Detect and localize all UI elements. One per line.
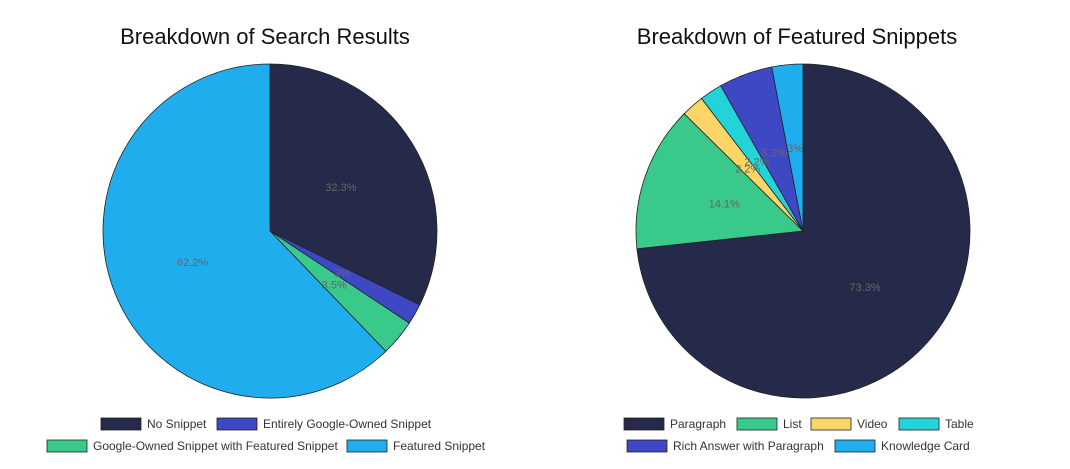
legend-item-rich-answer-with-paragraph: Rich Answer with Paragraph: [626, 439, 824, 453]
slice-label-no-snippet: 32.3%: [325, 182, 356, 194]
legend: Paragraph List Video Table Rich Answer with …: [623, 417, 974, 453]
legend-item-entirely-google-owned-snippet: Entirely Google-Owned Snippet: [216, 417, 432, 431]
legend-label: Paragraph: [670, 417, 726, 431]
slice-labels: 73.3% 14.1% 2.2%2.2%5.2% 3%: [709, 143, 881, 294]
legend-item-table: Table: [898, 417, 974, 431]
slice-label-google-owned-snippet-with-featured-snippet: 3.5%: [322, 279, 347, 291]
legend-item-featured-snippet: Featured Snippet: [346, 439, 486, 453]
legend-label: Video: [857, 417, 888, 431]
legend-label: Entirely Google-Owned Snippet: [263, 417, 432, 431]
legend-item-video: Video: [810, 417, 888, 431]
legend-item-google-owned-snippet-with-featured-snippet: Google-Owned Snippet with Featured Snipp…: [46, 439, 338, 453]
slice-label-table: 2.2%: [744, 156, 769, 168]
legend: No Snippet Entirely Google-Owned Snippet G…: [46, 417, 486, 453]
slice-label-entirely-google-owned-snippet: 2%: [334, 268, 350, 280]
legend-swatch: [810, 417, 852, 431]
legend-swatch: [100, 417, 142, 431]
chart-title: Breakdown of Search Results: [120, 24, 410, 49]
legend-swatch: [898, 417, 940, 431]
pie-slice-list: [635, 113, 804, 250]
slice-labels: 32.3% 2%3.5% 62.2%: [177, 182, 357, 292]
legend-label: Knowledge Card: [881, 439, 970, 453]
legend-label: Google-Owned Snippet with Featured Snipp…: [93, 439, 338, 453]
pie-slices: [635, 63, 971, 399]
legend-label: Table: [945, 417, 974, 431]
legend-label: Rich Answer with Paragraph: [673, 439, 824, 453]
slice-label-video: 2.2%: [735, 163, 760, 175]
legend-item-paragraph: Paragraph: [623, 417, 726, 431]
legend-label: No Snippet: [147, 417, 207, 431]
slice-label-list: 14.1%: [709, 199, 740, 211]
legend-swatch: [46, 439, 88, 453]
legend-label: Featured Snippet: [393, 439, 486, 453]
legend-label: List: [783, 417, 802, 431]
slice-label-rich-answer-with-paragraph: 5.2%: [762, 148, 787, 160]
pie-slice-knowledge-card: [771, 63, 804, 232]
pie-slices: [102, 63, 438, 399]
pie-slice-no-snippet: [269, 63, 438, 306]
pie-slice-featured-snippet: [102, 63, 387, 399]
legend-swatch: [623, 417, 665, 431]
legend-swatch: [834, 439, 876, 453]
legend-swatch: [346, 439, 388, 453]
search-results-pie-chart: Breakdown of Search Results 32.3% 2%3.5% 6…: [46, 24, 486, 453]
legend-swatch: [736, 417, 778, 431]
legend-item-knowledge-card: Knowledge Card: [834, 439, 970, 453]
slice-label-paragraph: 73.3%: [849, 282, 880, 294]
legend-swatch: [216, 417, 258, 431]
legend-item-list: List: [736, 417, 802, 431]
slice-label-knowledge-card: 3%: [787, 143, 803, 155]
chart-title: Breakdown of Featured Snippets: [637, 24, 957, 49]
featured-snippets-pie-chart: Breakdown of Featured Snippets 73.3% 14.1…: [623, 24, 974, 453]
legend-swatch: [626, 439, 668, 453]
slice-label-featured-snippet: 62.2%: [177, 257, 208, 269]
legend-item-no-snippet: No Snippet: [100, 417, 207, 431]
